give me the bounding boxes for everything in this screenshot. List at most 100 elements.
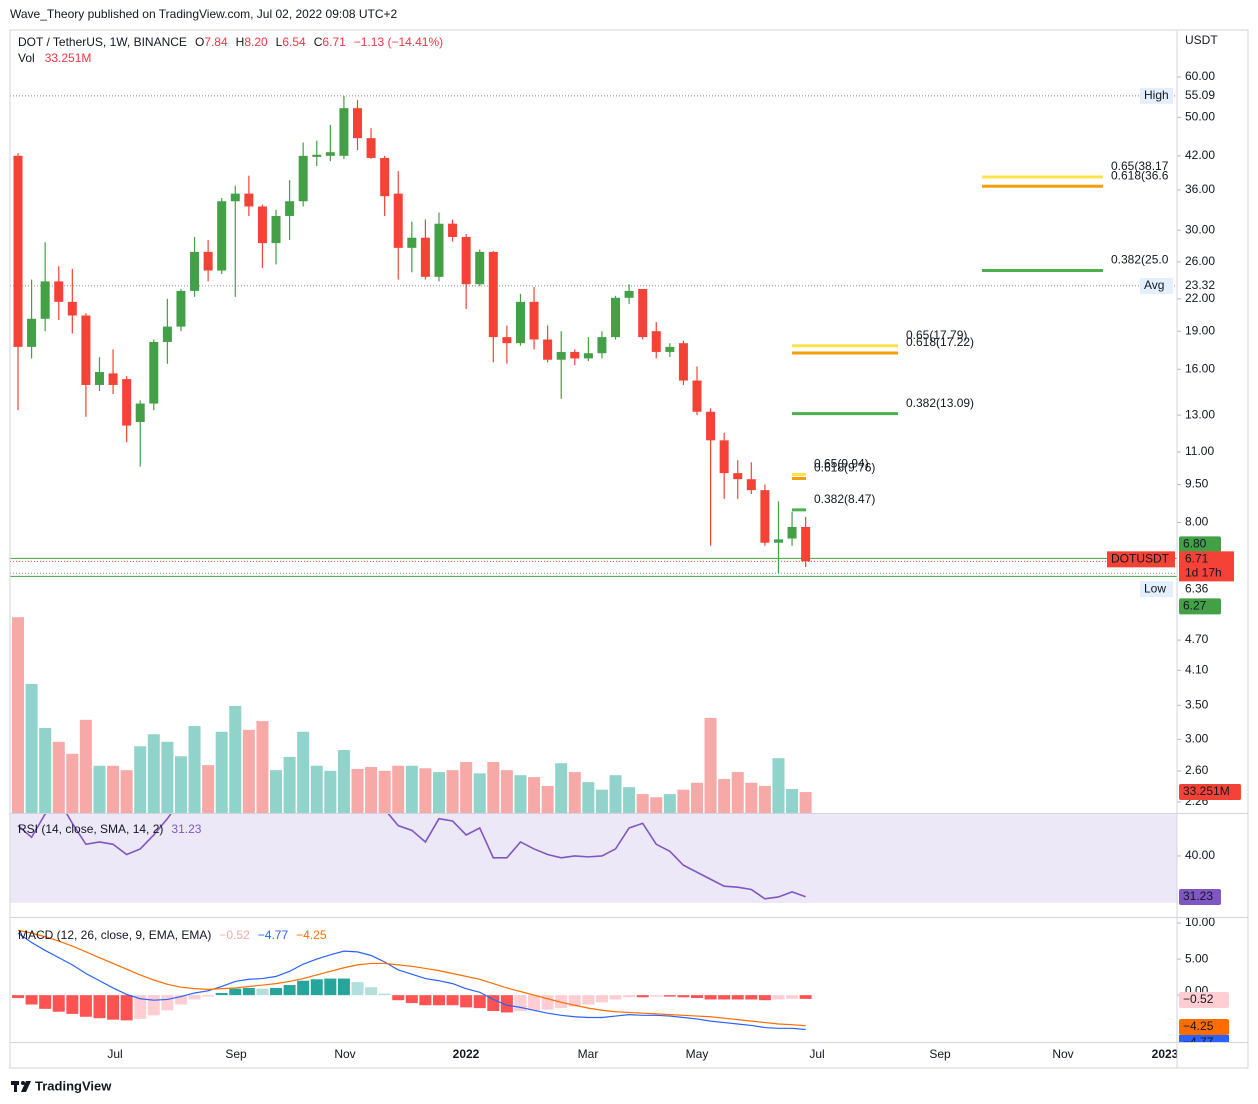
volume-bar xyxy=(79,719,92,813)
histogram-bar xyxy=(66,995,79,1014)
candle-body xyxy=(257,206,267,244)
volume-bar xyxy=(473,773,486,813)
volume-bar xyxy=(786,789,799,813)
axis-label-box xyxy=(1179,784,1241,800)
fib-label: 0.618(36.6 xyxy=(1111,168,1169,182)
candle-body xyxy=(27,318,37,347)
y-tick-label: 10.00 xyxy=(1185,915,1215,929)
histogram-bar xyxy=(473,995,486,1009)
y-tick-label: 9.50 xyxy=(1185,477,1209,491)
fib-label: 0.382(13.09) xyxy=(906,396,974,410)
level-value: 55.09 xyxy=(1185,88,1215,102)
time-axis: Jul Sep Nov 2022 Mar May Jul Sep Nov 2023 xyxy=(107,1047,1179,1061)
candle-body xyxy=(448,223,458,237)
volume-bar xyxy=(392,765,405,813)
legend: DOT / TetherUS, 1W, BINANCE O7.84 H8.20 L6.… xyxy=(18,35,443,49)
volume-bar xyxy=(52,741,65,813)
volume-bar xyxy=(405,765,418,813)
y-tick-label: 36.00 xyxy=(1185,182,1215,196)
candle-body xyxy=(678,343,688,381)
histogram-bar xyxy=(758,995,771,1001)
level-tag: High xyxy=(1144,88,1169,102)
price-layer: 0.65(38.170.618(36.6 0.382(25.0 0.65(17.79… xyxy=(10,95,1177,577)
axis-label: −4.77 xyxy=(1183,1035,1214,1049)
fib-label: 0.382(8.47) xyxy=(814,492,875,506)
volume-bar xyxy=(555,763,568,813)
histogram-bar xyxy=(256,988,269,996)
histogram-bar xyxy=(351,982,364,996)
fib-label: 0.65(38.17 xyxy=(1111,159,1169,173)
volume-bar xyxy=(310,765,323,813)
candle-body xyxy=(434,223,444,277)
histogram-bar xyxy=(663,995,676,997)
volume-bar xyxy=(528,777,541,813)
volume-bar xyxy=(623,787,636,813)
volume-bar xyxy=(731,772,744,813)
rsi-layer xyxy=(17,814,806,900)
volume-bar xyxy=(582,782,595,813)
candle-body xyxy=(298,155,308,202)
axis-label-box xyxy=(1179,1035,1229,1042)
volume-bar xyxy=(772,758,785,813)
x-tick-label: Nov xyxy=(1052,1047,1073,1061)
candle-body xyxy=(190,251,200,291)
x-tick-label: 2023 xyxy=(1152,1047,1179,1061)
axis-label-box xyxy=(1179,992,1229,1008)
histogram-bar xyxy=(718,995,731,1000)
candle-body xyxy=(502,337,512,344)
histogram-bar xyxy=(107,995,120,1020)
y-tick-label: 50.00 xyxy=(1185,109,1215,123)
candle-body xyxy=(285,201,295,216)
histogram-bar xyxy=(174,995,187,1005)
volume-layer xyxy=(12,617,812,813)
y-tick-label: 40.00 xyxy=(1185,848,1215,862)
clipped-label: −4.77 xyxy=(1179,1035,1229,1049)
fib-label: 0.65(17.79) xyxy=(906,328,967,342)
candle-body xyxy=(638,288,648,338)
histogram-bar xyxy=(147,995,160,1016)
x-tick-label: Jul xyxy=(809,1047,824,1061)
currency: USDT xyxy=(1185,33,1218,47)
volume-bar xyxy=(93,765,106,813)
volume-bar xyxy=(188,726,201,813)
fib-label: 0.65(9.94) xyxy=(814,457,869,471)
footer: TradingView xyxy=(35,1078,112,1093)
histogram-bar xyxy=(134,995,147,1019)
candle-body xyxy=(706,411,716,441)
axis-label: 6.80 xyxy=(1183,537,1207,551)
histogram-bar xyxy=(582,995,595,1005)
volume-bar xyxy=(337,750,350,813)
macd-legend: MACD (12, 26, close, 9, EMA, EMA) −0.52 −4… xyxy=(18,928,327,942)
candle-body xyxy=(407,237,417,248)
candle-body xyxy=(230,193,240,202)
histogram-bar xyxy=(623,995,636,998)
level-tag: Avg xyxy=(1144,278,1164,292)
y-tick-label: 4.70 xyxy=(1185,632,1209,646)
volume-bar xyxy=(378,770,391,813)
candle-body xyxy=(420,237,430,277)
histogram-bar xyxy=(691,995,703,999)
histogram-bar xyxy=(555,995,568,1009)
volume-bar xyxy=(229,705,242,813)
candle-body xyxy=(583,353,593,359)
frame xyxy=(9,29,1249,1069)
y-tick-label: 4.10 xyxy=(1185,662,1209,676)
histogram-bar xyxy=(799,995,812,999)
histogram-bar xyxy=(52,995,65,1012)
histogram-bar xyxy=(229,988,242,996)
candle-body xyxy=(244,193,254,207)
y-tick-label: 2.60 xyxy=(1185,763,1209,777)
candle-body xyxy=(570,351,580,359)
histogram-bar xyxy=(324,978,337,996)
volume-bar xyxy=(758,785,771,813)
histogram-bar xyxy=(650,995,663,997)
candle-body xyxy=(353,108,362,139)
candle-body xyxy=(149,341,159,404)
volume-bar xyxy=(174,756,187,813)
volume-bar xyxy=(446,770,459,813)
histogram-bar xyxy=(378,993,391,996)
axis-label-box xyxy=(1179,889,1221,905)
logo xyxy=(11,1081,31,1092)
x-tick-label: Nov xyxy=(334,1047,355,1061)
